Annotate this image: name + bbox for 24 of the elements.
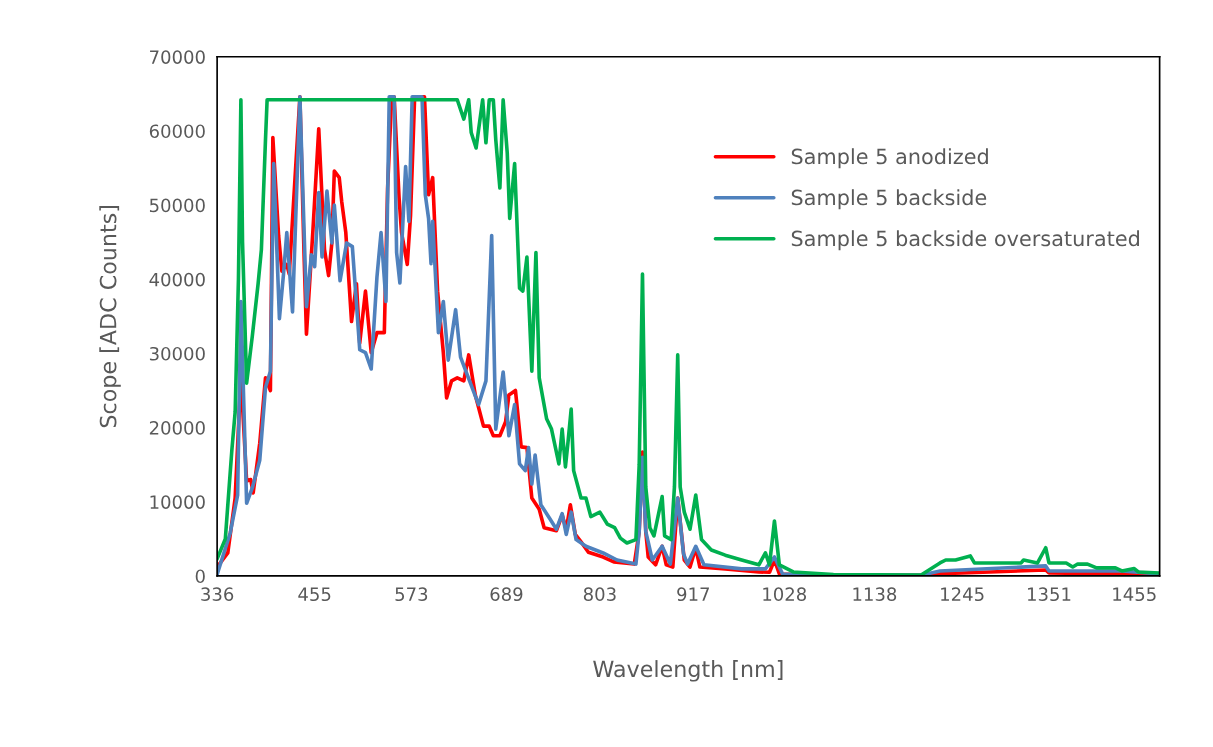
y-tick-label: 60000 <box>149 124 205 139</box>
x-tick-label: 573 <box>395 587 428 602</box>
x-tick-label: 455 <box>298 587 331 602</box>
y-tick-label: 30000 <box>149 346 205 361</box>
y-tick-label: 0 <box>195 569 205 584</box>
x-tick-label: 1351 <box>1027 587 1071 602</box>
x-tick-label: 917 <box>677 587 709 602</box>
y-tick-label: 70000 <box>150 50 205 64</box>
x-tick-label: 1455 <box>1113 587 1156 602</box>
legend-label: Sample 5 backside <box>791 189 987 210</box>
y-tick-label: 40000 <box>149 272 205 287</box>
x-tick-label: 1245 <box>941 587 984 602</box>
x-tick-label: 689 <box>490 587 523 602</box>
x-tick-label: 1028 <box>763 587 807 602</box>
x-tick-label: 1138 <box>853 587 897 602</box>
x-tick-label: 803 <box>583 587 616 602</box>
y-tick-label: 50000 <box>149 198 205 213</box>
legend-label: Sample 5 backside oversaturated <box>791 230 1139 251</box>
y-tick-label: 10000 <box>150 495 205 509</box>
y-tick-label: 20000 <box>149 421 205 435</box>
x-tick-label: 336 <box>201 587 234 602</box>
legend-label: Sample 5 anodized <box>791 148 988 169</box>
x-axis-title: Wavelength [nm] <box>593 660 783 682</box>
y-axis-title: Scope [ADC Counts] <box>99 205 121 428</box>
